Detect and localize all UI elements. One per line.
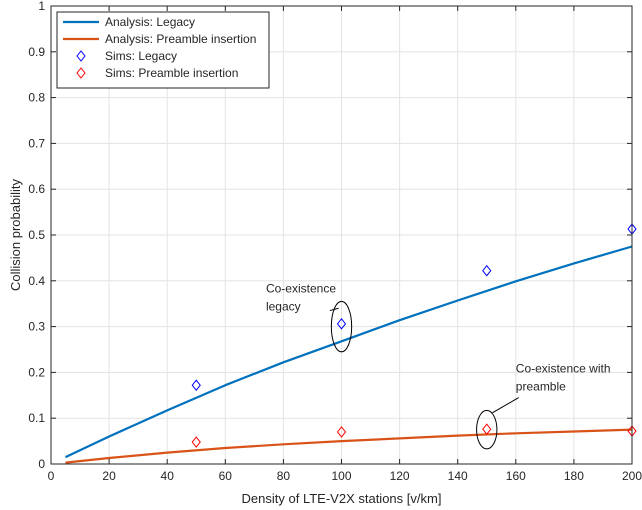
legend-swatch-marker (76, 67, 86, 79)
annotation-layer: Co-existence legacy Co-existence with pream… (266, 281, 611, 450)
x-tick-label: 140 (448, 469, 468, 483)
data-point-3 (482, 423, 492, 435)
x-tick-label: 20 (102, 469, 116, 483)
data-point-2 (191, 379, 201, 392)
y-tick-label: 0.8 (28, 91, 45, 105)
y-tick-label: 0 (38, 457, 45, 471)
x-tick-label: 160 (506, 469, 526, 483)
data-point-2 (336, 318, 347, 330)
x-tick-label: 80 (277, 469, 291, 483)
x-tick-label: 0 (48, 469, 55, 483)
y-tick-label: 0.1 (28, 411, 45, 425)
annotation-text: Co-existence (266, 281, 336, 295)
annotation-pointer-0 (329, 307, 339, 312)
x-axis-label: Density of LTE-V2X stations [v/km] (242, 491, 442, 506)
x-tick-label: 40 (161, 469, 175, 483)
x-tick-label: 120 (390, 469, 410, 483)
y-tick-label: 0.9 (28, 45, 45, 59)
legend: Analysis: Legacy Analysis: Preamble inser… (56, 11, 270, 89)
y-tick-label: 0.6 (28, 182, 45, 196)
legend-label: Sims: Preamble insertion (105, 66, 238, 80)
y-tick-label: 0.5 (28, 228, 45, 242)
x-tick-label: 200 (622, 469, 642, 483)
data-point-3 (336, 426, 347, 438)
series-line-1 (65, 428, 633, 464)
y-axis-label: Collision probability (8, 179, 23, 291)
annotation-ellipse-0 (330, 300, 353, 353)
axis-ticks: 0 20 40 60 80 100 120 140 160 180 200 0 0.1 0.2 0.3 0.4… (28, 0, 642, 483)
x-tick-label: 60 (219, 469, 233, 483)
legend-label: Sims: Legacy (105, 49, 177, 63)
annotation-text: preamble (516, 379, 566, 393)
y-tick-label: 1 (38, 0, 45, 13)
annotation-text: Co-existence with (516, 361, 611, 375)
y-tick-label: 0.2 (28, 365, 45, 379)
data-point-2 (482, 264, 492, 277)
data-point-3 (191, 436, 201, 448)
series-line-0 (65, 245, 633, 459)
annotation-ellipse-1 (476, 409, 498, 450)
legend-box (56, 11, 270, 89)
y-tick-label: 0.7 (28, 136, 45, 150)
x-tick-label: 100 (331, 469, 351, 483)
x-tick-label: 180 (564, 469, 584, 483)
legend-swatch-marker (76, 50, 86, 62)
y-tick-label: 0.4 (28, 274, 45, 288)
legend-label: Analysis: Legacy (105, 15, 195, 29)
legend-label: Analysis: Preamble insertion (105, 32, 256, 46)
annotation-pointer-1 (492, 397, 519, 414)
annotation-text: legacy (266, 299, 301, 313)
y-tick-label: 0.3 (28, 320, 45, 334)
